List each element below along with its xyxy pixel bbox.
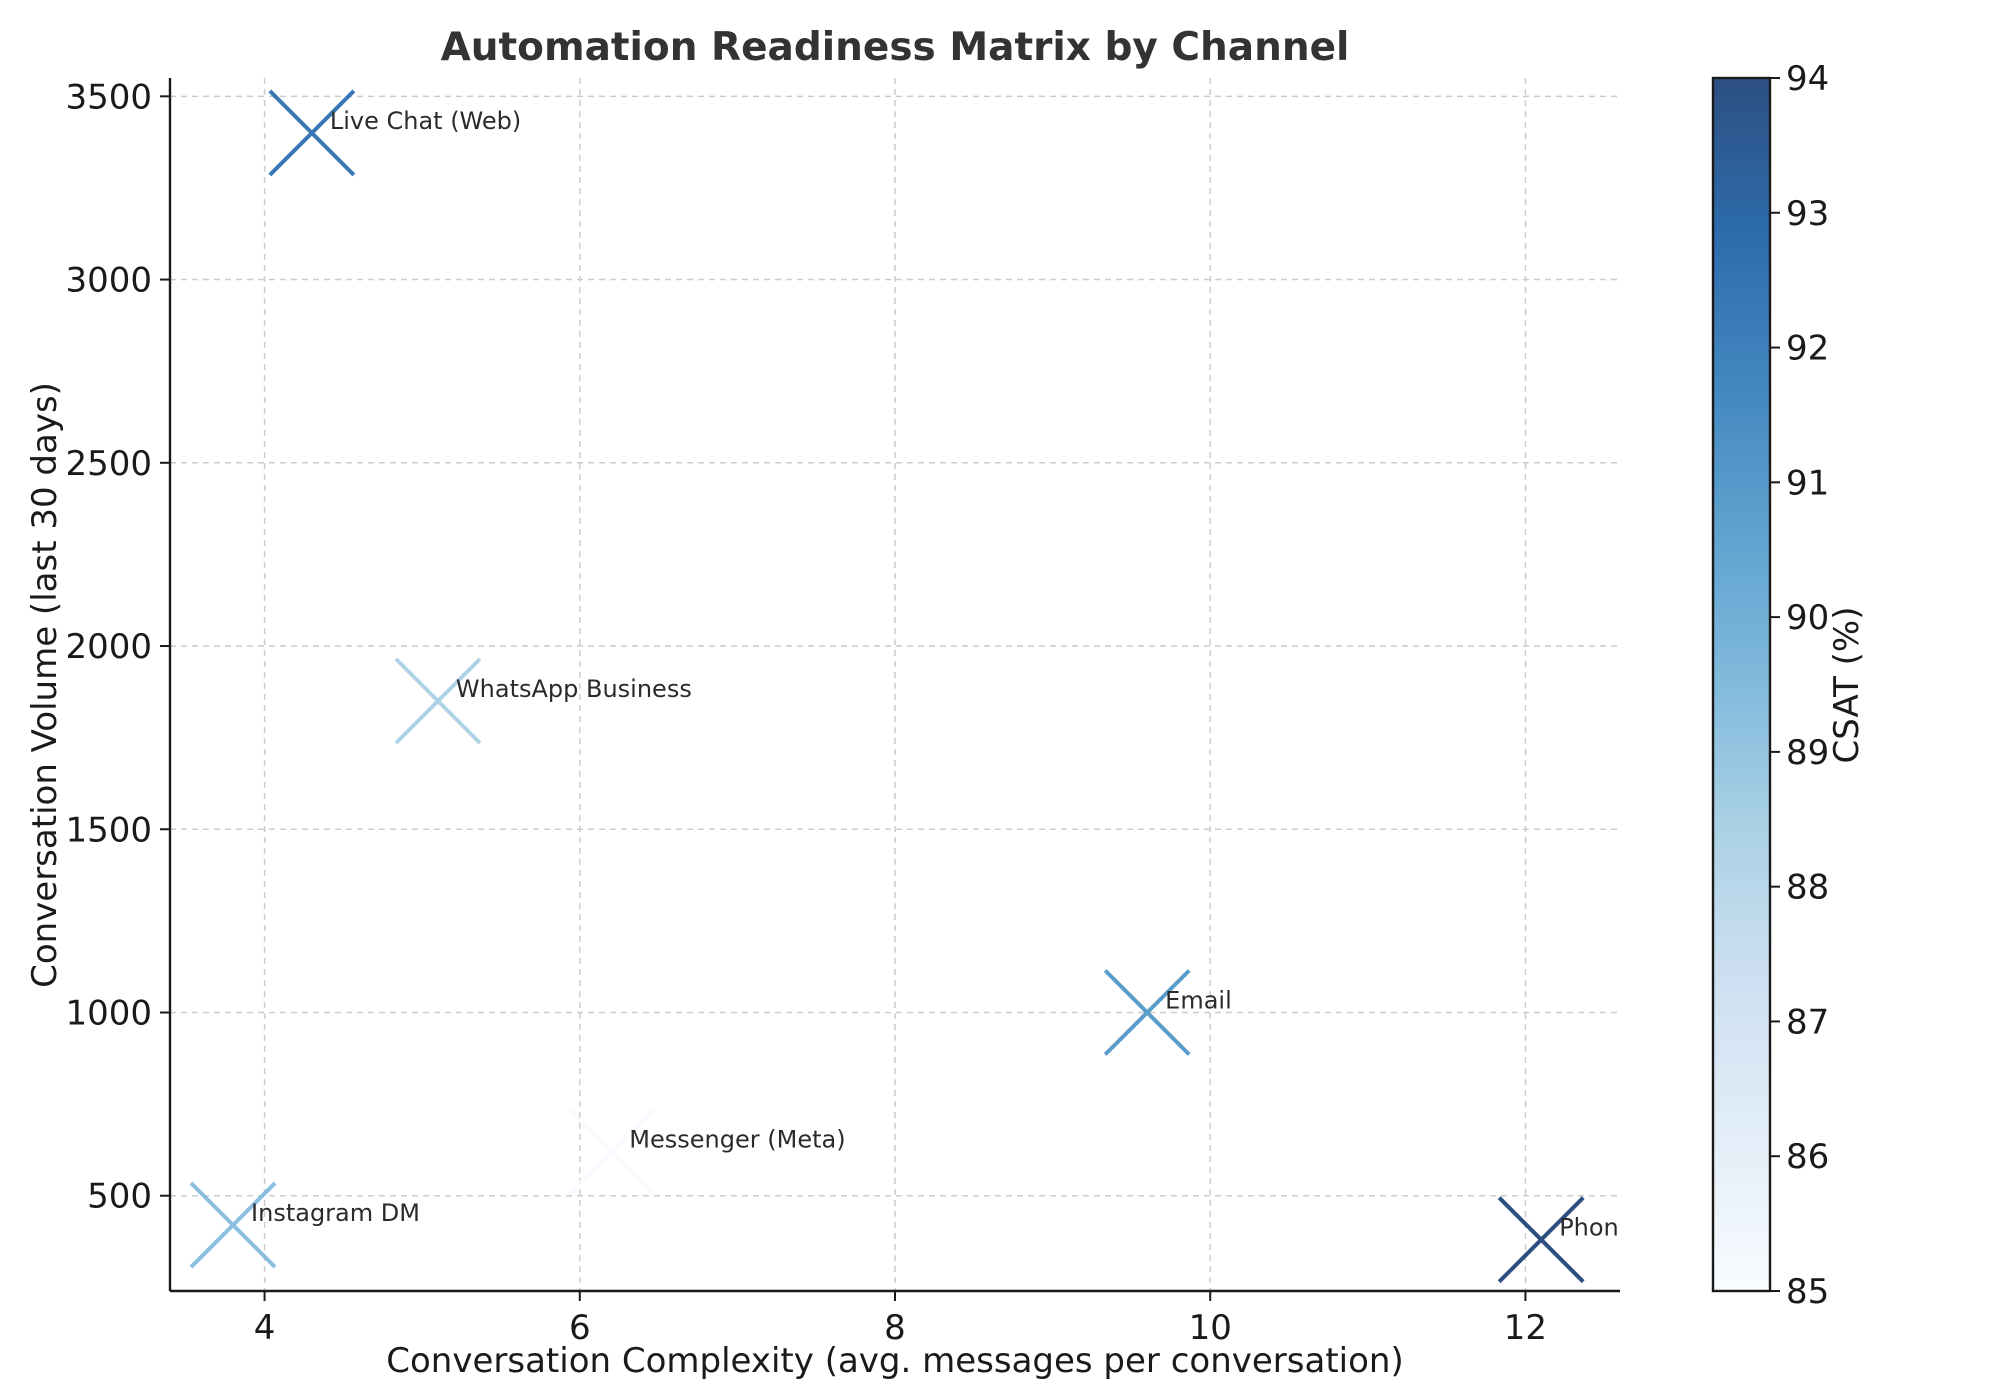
x-tick-label: 6 bbox=[569, 1308, 591, 1348]
y-axis-ticks: 500 1000 1500 2000 2500 3000 3500 bbox=[65, 77, 170, 1217]
y-tick-label: 2500 bbox=[65, 444, 152, 484]
colorbar-tick-label: 93 bbox=[1786, 194, 1829, 234]
y-tick-label: 2000 bbox=[65, 627, 152, 667]
x-tick-label: 4 bbox=[254, 1308, 276, 1348]
y-axis-label: Conversation Volume (last 30 days) bbox=[25, 382, 65, 988]
colorbar-tick-label: 89 bbox=[1786, 733, 1829, 773]
x-tick-label: 8 bbox=[884, 1308, 906, 1348]
colorbar: 85 86 87 88 89 90 91 92 93 94 CSAT (%) bbox=[1711, 59, 1867, 1312]
data-points bbox=[189, 89, 1585, 1284]
y-tick-label: 500 bbox=[87, 1177, 152, 1217]
x-tick-label: 12 bbox=[1504, 1308, 1547, 1348]
colorbar-label: CSAT (%) bbox=[1827, 607, 1867, 764]
data-point-label: Phone (Voice) bbox=[1559, 1214, 1724, 1242]
data-point-label: Live Chat (Web) bbox=[330, 107, 521, 135]
colorbar-tick-label: 92 bbox=[1786, 329, 1829, 369]
data-point-marker bbox=[567, 1108, 655, 1196]
data-point-marker bbox=[1497, 1196, 1585, 1284]
colorbar-tick-label: 85 bbox=[1786, 1272, 1829, 1312]
colorbar-tick-label: 86 bbox=[1786, 1137, 1829, 1177]
colorbar-tick-label: 88 bbox=[1786, 868, 1829, 908]
data-point-marker bbox=[394, 657, 482, 745]
data-point-label: Email bbox=[1165, 986, 1232, 1014]
data-point-marker bbox=[189, 1181, 277, 1269]
data-point-marker bbox=[268, 89, 356, 177]
y-tick-label: 1500 bbox=[65, 810, 152, 850]
x-tick-label: 10 bbox=[1189, 1308, 1232, 1348]
colorbar-ticks: 85 86 87 88 89 90 91 92 93 94 bbox=[1770, 59, 1829, 1312]
data-point-label: Instagram DM bbox=[251, 1199, 420, 1227]
grid-lines bbox=[170, 78, 1620, 1291]
y-tick-label: 3000 bbox=[65, 261, 152, 301]
point-labels: Live Chat (Web) WhatsApp Business Email Mes… bbox=[251, 107, 1724, 1242]
data-point-label: WhatsApp Business bbox=[456, 675, 692, 703]
colorbar-tick-label: 87 bbox=[1786, 1002, 1829, 1042]
x-axis-label: Conversation Complexity (avg. messages p… bbox=[386, 1341, 1403, 1381]
x-axis-ticks: 4 6 8 10 12 bbox=[254, 1291, 1547, 1348]
colorbar-tick-label: 94 bbox=[1786, 59, 1829, 99]
colorbar-tick-label: 91 bbox=[1786, 463, 1829, 503]
colorbar-gradient bbox=[1711, 76, 1772, 1293]
chart-title: Automation Readiness Matrix by Channel bbox=[441, 25, 1350, 70]
y-tick-label: 3500 bbox=[65, 77, 152, 117]
y-tick-label: 1000 bbox=[65, 993, 152, 1033]
data-point-label: Messenger (Meta) bbox=[629, 1126, 845, 1154]
colorbar-tick-label: 90 bbox=[1786, 598, 1829, 638]
data-point-marker bbox=[1103, 969, 1191, 1056]
